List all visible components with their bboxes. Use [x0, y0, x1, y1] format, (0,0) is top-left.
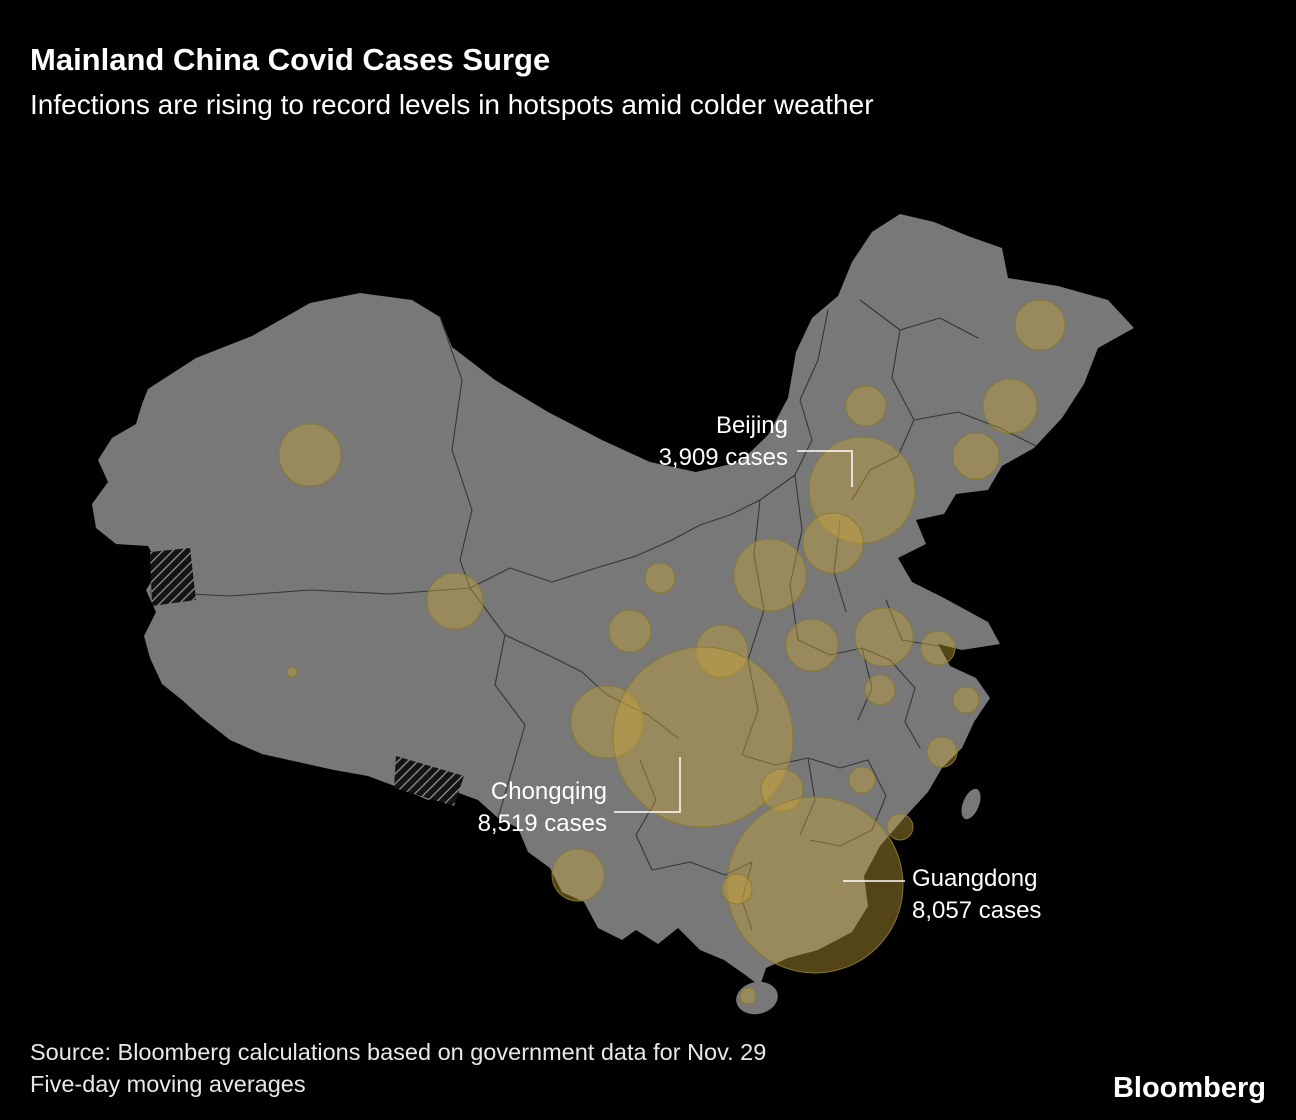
case-bubble [695, 624, 749, 678]
disputed-area-hatch-south [394, 756, 464, 806]
disputed-area-hatch-west [150, 548, 196, 606]
case-bubble [848, 766, 876, 794]
chart-title: Mainland China Covid Cases Surge [30, 42, 551, 77]
case-bubble [721, 873, 753, 905]
source-line-2: Five-day moving averages [30, 1071, 306, 1097]
case-bubble [278, 423, 342, 487]
annotation-region-name: Guangdong [912, 865, 1038, 892]
province-borders [149, 299, 1037, 931]
annotation-beijing: Beijing 3,909 cases [560, 410, 788, 474]
chart-subtitle: Infections are rising to record levels i… [30, 88, 874, 120]
case-bubble [854, 607, 914, 667]
case-bubble [886, 813, 914, 841]
annotation-chongqing: Chongqing 8,519 cases [380, 776, 607, 840]
case-bubble [926, 736, 958, 768]
chart-header: Mainland China Covid Cases Surge Infecti… [30, 42, 874, 121]
source-line-1: Source: Bloomberg calculations based on … [30, 1039, 767, 1065]
case-bubble [982, 378, 1038, 434]
map-layer [92, 214, 1134, 1015]
annotation-case-count: 8,057 cases [912, 897, 1042, 924]
annotation-case-count: 3,909 cases [658, 444, 788, 471]
bubble-layer [278, 299, 1066, 1005]
case-bubble [785, 618, 839, 672]
beijing-leader-line [797, 450, 853, 487]
leader-lines [614, 450, 905, 882]
case-bubble [1014, 299, 1066, 351]
source-note: Source: Bloomberg calculations based on … [30, 1036, 766, 1100]
annotation-case-count: 8,519 cases [477, 810, 607, 837]
case-bubble [845, 385, 887, 427]
case-bubble [426, 572, 484, 630]
case-bubble [570, 685, 644, 759]
taiwan-island-shape [961, 788, 981, 820]
case-bubble [952, 432, 1000, 480]
case-bubble-chongqing [612, 646, 794, 828]
case-bubble [608, 609, 652, 653]
china-mainland-shape [92, 214, 1134, 986]
chongqing-leader-line [614, 757, 681, 813]
case-bubble [286, 666, 298, 678]
case-bubble-guangdong [726, 796, 904, 974]
annotation-guangdong: Guangdong 8,057 cases [912, 863, 1162, 927]
case-bubble-beijing [808, 436, 916, 544]
case-bubble [551, 848, 605, 902]
annotation-region-name: Chongqing [490, 778, 607, 805]
case-bubble [733, 538, 807, 612]
case-bubble [760, 768, 804, 812]
case-bubble [802, 512, 864, 574]
case-bubble [644, 562, 676, 594]
case-bubble [952, 686, 980, 714]
case-bubble [864, 674, 896, 706]
case-bubble [920, 630, 956, 666]
bloomberg-logo: Bloomberg [1112, 1072, 1266, 1104]
annotation-region-name: Beijing [715, 412, 788, 439]
case-bubble [739, 987, 757, 1005]
hainan-island-shape [736, 981, 778, 1015]
